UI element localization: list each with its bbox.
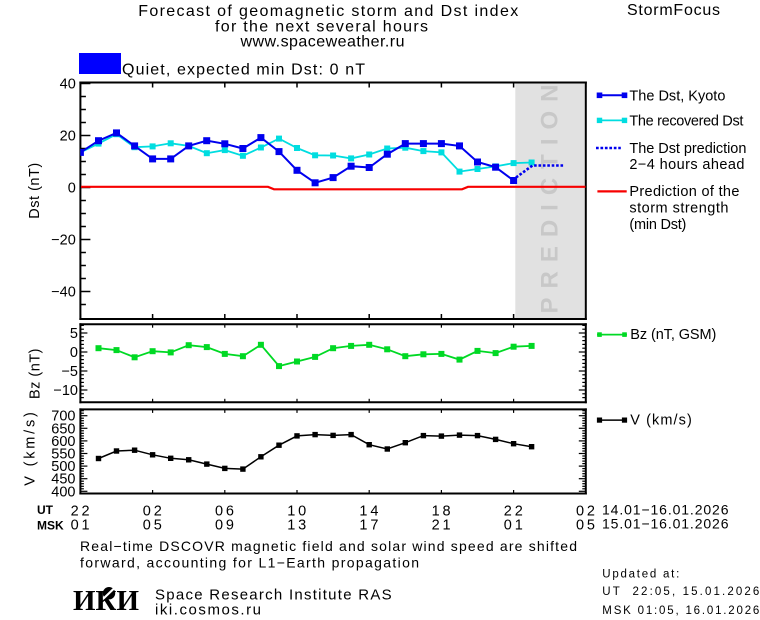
svg-text:0: 0 <box>70 345 78 361</box>
svg-text:for the next several hours: for the next several hours <box>215 19 429 36</box>
svg-text:Bz (nT, GSM): Bz (nT, GSM) <box>630 327 716 343</box>
svg-text:14.01−16.01.2026: 14.01−16.01.2026 <box>602 502 729 518</box>
svg-text:(min Dst): (min Dst) <box>629 217 686 233</box>
svg-text:www.spaceweather.ru: www.spaceweather.ru <box>240 34 406 51</box>
svg-text:storm strength: storm strength <box>629 201 728 217</box>
svg-text:Dst (nT): Dst (nT) <box>27 162 43 218</box>
svg-text:0: 0 <box>68 181 76 197</box>
svg-text:15.01−16.01.2026: 15.01−16.01.2026 <box>602 515 729 531</box>
svg-text:−40: −40 <box>51 285 76 301</box>
svg-text:450: 450 <box>51 472 75 488</box>
svg-text:StormFocus: StormFocus <box>627 2 721 19</box>
svg-text:5: 5 <box>70 326 78 342</box>
svg-text:PREDICTION: PREDICTION <box>537 75 564 313</box>
svg-text:UT: UT <box>37 503 54 517</box>
svg-text:40: 40 <box>60 77 76 93</box>
svg-text:V (km/s): V (km/s) <box>630 412 692 428</box>
svg-text:Prediction of the: Prediction of the <box>629 184 739 200</box>
svg-text:2−4 hours ahead: 2−4 hours ahead <box>629 157 744 173</box>
svg-text:500: 500 <box>51 459 75 475</box>
svg-text:Updated at:: Updated at: <box>602 568 679 580</box>
svg-text:Quiet, expected min Dst: 0 nT: Quiet, expected min Dst: 0 nT <box>122 62 365 79</box>
svg-text:MSK 01:05, 16.01.2026: MSK 01:05, 16.01.2026 <box>602 605 759 617</box>
svg-text:forward, accounting for L1−Ear: forward, accounting for L1−Earth propaga… <box>80 555 419 571</box>
svg-text:400: 400 <box>51 484 75 500</box>
svg-text:MSK: MSK <box>37 519 64 533</box>
svg-text:−20: −20 <box>51 233 76 249</box>
svg-text:Real−time DSCOVR magnetic fiel: Real−time DSCOVR magnetic field and sola… <box>80 538 577 554</box>
svg-text:700: 700 <box>51 409 75 425</box>
svg-text:The Dst, Kyoto: The Dst, Kyoto <box>629 88 725 104</box>
svg-text:550: 550 <box>51 447 75 463</box>
svg-text:iki.cosmos.ru: iki.cosmos.ru <box>155 602 261 619</box>
svg-text:V (km/s): V (km/s) <box>23 409 39 485</box>
svg-text:−10: −10 <box>53 383 78 399</box>
svg-text:Bz (nT): Bz (nT) <box>28 348 44 399</box>
svg-text:−5: −5 <box>61 364 78 380</box>
svg-text:Forecast of geomagnetic storm: Forecast of geomagnetic storm and Dst in… <box>138 3 519 20</box>
svg-text:The recovered Dst: The recovered Dst <box>629 113 743 129</box>
svg-text:The Dst prediction: The Dst prediction <box>629 141 746 157</box>
svg-text:Space Research Institute RAS: Space Research Institute RAS <box>155 586 393 603</box>
svg-text:600: 600 <box>51 434 75 450</box>
svg-text:650: 650 <box>51 421 75 437</box>
svg-text:20: 20 <box>60 129 76 145</box>
